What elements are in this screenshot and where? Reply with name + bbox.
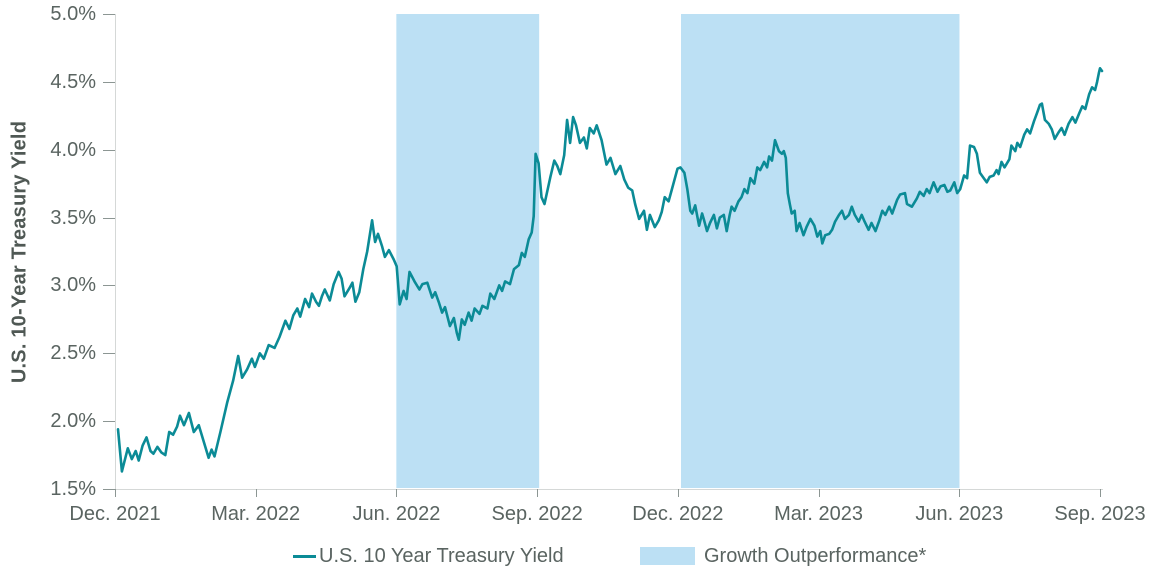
y-axis-tick-mark	[103, 285, 115, 287]
y-axis-tick-mark	[103, 421, 115, 423]
y-axis-tick-label: 1.5%	[50, 478, 96, 500]
growth-outperformance-band-2	[681, 14, 960, 488]
x-axis-tick-label: Sep. 2023	[1054, 503, 1146, 525]
y-axis-tick-mark	[103, 353, 115, 355]
y-axis-tick-label: 4.0%	[50, 138, 96, 161]
y-axis-tick-mark	[103, 217, 115, 219]
y-axis-tick-label: 5.0%	[50, 3, 96, 25]
band-swatch-icon	[640, 547, 695, 565]
x-axis-tick-mark	[255, 489, 257, 497]
growth-outperformance-band-1	[396, 14, 540, 488]
legend-item-treasury-yield: U.S. 10 Year Treasury Yield	[293, 543, 564, 569]
y-axis-tick-mark	[103, 81, 115, 83]
line-swatch-icon	[293, 554, 316, 558]
x-axis-tick-mark	[396, 489, 398, 497]
x-axis-tick-mark	[1100, 489, 1101, 497]
y-axis-tick-label: 3.0%	[50, 274, 96, 297]
chart-canvas	[116, 14, 1104, 488]
x-axis-tick-mark	[115, 489, 116, 497]
y-axis-tick-label: 4.5%	[50, 70, 96, 93]
x-axis-tick-label: Sep. 2022	[491, 503, 583, 525]
y-axis-tick-mark	[103, 489, 115, 490]
x-axis-tick-mark	[537, 489, 539, 497]
y-axis-tick-mark	[103, 149, 115, 151]
x-axis-tick-label: Mar. 2023	[774, 503, 864, 525]
x-axis-tick-label: Dec. 2022	[632, 503, 724, 525]
x-axis-tick-mark	[818, 489, 820, 497]
x-axis-tick-label: Jun. 2022	[352, 503, 441, 525]
y-axis-tick-label: 2.5%	[50, 342, 96, 365]
legend-label-treasury-yield: U.S. 10 Year Treasury Yield	[319, 545, 564, 567]
x-axis-tick-label: Mar. 2022	[211, 503, 301, 525]
legend-item-growth-outperformance: Growth Outperformance*	[640, 543, 926, 569]
x-axis-tick-label: Jun. 2023	[915, 503, 1004, 525]
plot-area	[115, 14, 1104, 490]
treasury-yield-line	[116, 66, 1104, 473]
y-axis-tick-label: 2.0%	[50, 410, 96, 433]
x-axis-tick-mark	[677, 489, 679, 497]
y-axis-tick-label: 3.5%	[50, 206, 96, 229]
legend-label-growth-outperformance: Growth Outperformance*	[704, 545, 927, 567]
x-axis-tick-label: Dec. 2021	[69, 503, 161, 525]
x-axis-tick-mark	[959, 489, 961, 497]
y-axis-tick-mark	[103, 14, 115, 15]
